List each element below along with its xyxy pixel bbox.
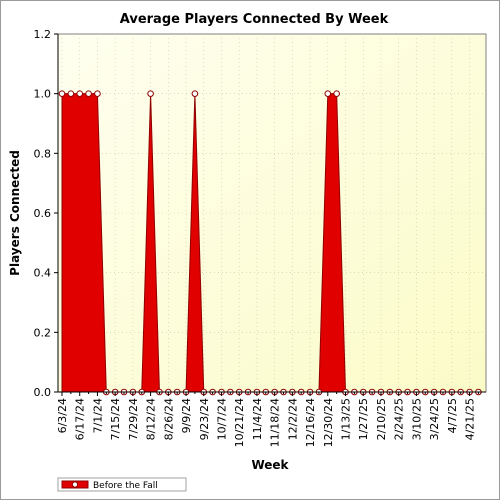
x-tick-label: 7/15/24 [109,398,122,440]
x-tick-label: 6/3/24 [56,398,69,433]
y-tick-labels: 0.0 0.2 0.4 0.6 0.8 1.0 1.2 [34,28,52,399]
y-axis-title: Players Connected [8,150,22,276]
x-tick-label: 12/16/24 [304,398,317,447]
legend: Before the Fall [57,477,187,492]
data-point [324,90,332,97]
legend-label: Before the Fall [93,481,158,491]
axes [54,33,486,396]
data-point [147,90,154,97]
x-tick-label: 12/30/24 [322,398,335,447]
data-point [94,90,101,97]
y-tick-label: 0.0 [34,386,52,399]
x-tick-label: 8/26/24 [162,398,175,440]
x-tick-label: 2/24/25 [393,398,406,440]
y-tick-label: 1.2 [34,28,52,41]
x-tick-label: 12/2/24 [286,398,299,440]
x-tick-label: 2/10/25 [375,398,388,440]
y-tick-label: 0.4 [34,267,52,280]
legend-box [57,477,187,492]
y-tick-label: 0.2 [34,326,52,339]
data-point [333,90,340,97]
legend-marker [71,481,79,488]
chart-title: Average Players Connected By Week [120,12,389,27]
x-tick-label: 10/21/24 [233,398,246,447]
x-tick-label: 7/29/24 [127,398,140,440]
x-tick-label: 1/13/25 [340,398,353,440]
x-tick-label: 4/7/25 [446,398,459,433]
x-tick-label: 9/23/24 [198,398,211,440]
x-tick-label: 9/9/24 [180,398,193,433]
y-tick-label: 0.6 [34,207,52,220]
data-point [58,90,66,97]
x-tick-label: 3/10/25 [410,398,423,440]
data-point [191,90,199,97]
data-point [67,90,75,97]
x-tick-label: 11/18/24 [269,398,282,447]
gridlines [58,34,486,392]
data-point [76,90,84,97]
x-tick-label: 11/4/24 [251,398,264,440]
x-tick-label: 3/24/25 [428,398,441,440]
y-tick-label: 0.8 [34,147,52,160]
y-tick-label: 1.0 [34,88,52,101]
x-tick-label: 8/12/24 [145,398,158,440]
x-tick-label: 7/1/24 [91,398,104,433]
x-tick-label: 6/17/24 [74,398,87,440]
x-tick-label: 10/7/24 [215,398,228,440]
x-tick-label: 4/21/25 [464,398,477,440]
data-point [85,90,92,97]
x-tick-label: 1/27/25 [357,398,370,440]
x-tick-labels: 6/3/24 6/17/24 7/1/24 7/15/24 7/29/24 8/12/24… [56,398,477,447]
x-axis-title: Week [251,458,289,472]
